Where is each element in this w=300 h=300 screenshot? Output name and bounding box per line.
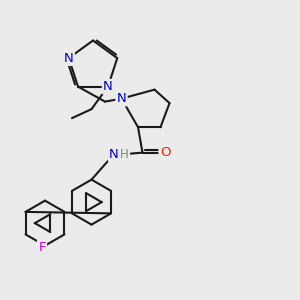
Text: F: F	[38, 241, 46, 254]
Text: N: N	[109, 148, 119, 160]
Text: N: N	[103, 80, 113, 93]
Text: O: O	[160, 146, 170, 159]
Text: H: H	[120, 148, 129, 160]
Text: N: N	[64, 52, 74, 64]
Text: N: N	[117, 92, 126, 105]
